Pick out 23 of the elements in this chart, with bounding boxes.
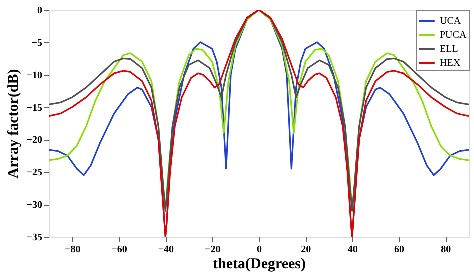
x-tick-label: 20 [301,244,312,256]
x-tick-label: −20 [204,244,221,256]
legend-label: PUCA [440,30,468,41]
y-tick-label: −5 [32,38,42,49]
x-tick-label: −80 [64,244,81,256]
y-axis-title: Array factor(dB) [6,69,22,179]
legend-label: ELL [440,44,458,55]
legend-label: HEX [440,58,462,69]
x-axis-title: theta(Degrees) [212,256,306,272]
y-tick-label: −25 [26,168,42,179]
y-tick-label: −10 [26,70,42,82]
x-tick-label: 0 [257,244,262,256]
y-tick-label: −35 [26,232,42,244]
x-tick-label: 80 [441,244,452,256]
y-tick-label: 0 [38,6,42,16]
x-tick-label: 60 [394,244,404,256]
x-tick-label: 40 [348,244,358,256]
legend-label: UCA [440,16,462,27]
x-tick-label: −40 [158,244,174,256]
x-tick-label: −60 [112,244,128,256]
y-tick-label: −15 [26,102,42,114]
y-tick-label: −30 [26,200,42,212]
y-tick-label: −20 [26,135,42,146]
